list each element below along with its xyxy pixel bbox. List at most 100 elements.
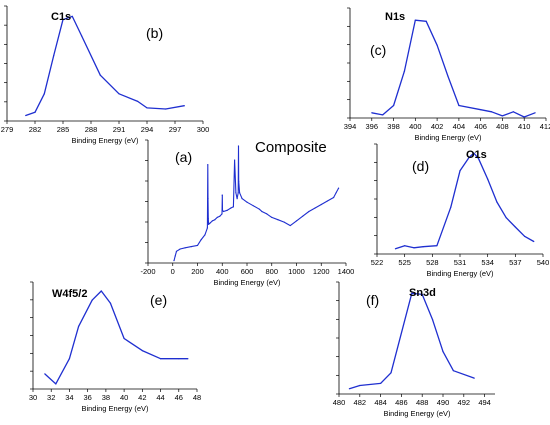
data-point	[221, 213, 223, 215]
panel-title: W4f5/2	[52, 288, 87, 300]
data-point	[178, 358, 180, 360]
data-point	[295, 220, 298, 222]
data-point	[238, 192, 241, 194]
data-point	[165, 108, 167, 110]
x-axis-title: Binding Energy (eV)	[81, 404, 149, 413]
data-point	[208, 223, 210, 225]
panel-letter: (d)	[412, 158, 429, 174]
data-point	[77, 325, 80, 327]
x-tick-label: 400	[216, 267, 229, 276]
data-point	[196, 244, 199, 247]
x-tick-label: 531	[454, 258, 467, 267]
panel-title: Sn3d	[409, 287, 436, 299]
data-point	[308, 210, 310, 213]
x-tick-label: 396	[366, 122, 379, 131]
data-point	[118, 93, 120, 95]
data-point	[359, 384, 361, 387]
x-tick-label: 1200	[313, 267, 330, 276]
data-point	[477, 157, 480, 159]
x-tick-label: 412	[540, 122, 550, 131]
data-point	[137, 100, 139, 102]
x-tick-label: 528	[426, 258, 439, 267]
data-point	[422, 246, 424, 248]
panel-title: N1s	[385, 11, 405, 23]
data-point	[473, 152, 475, 154]
x-tick-label: 486	[395, 398, 408, 407]
data-point	[241, 198, 243, 200]
x-tick-label: 48	[193, 393, 201, 402]
x-tick-label: 291	[113, 125, 126, 134]
data-point	[266, 213, 268, 215]
x-tick-label: 484	[374, 398, 387, 407]
data-point	[487, 178, 489, 180]
x-tick-label: 32	[47, 393, 55, 402]
data-point	[414, 19, 416, 21]
x-tick-label: 600	[241, 267, 254, 276]
data-point	[238, 180, 240, 182]
data-point	[436, 245, 438, 247]
panel-letter: (a)	[175, 149, 192, 165]
data-point	[314, 207, 316, 209]
data-point	[219, 215, 221, 217]
x-tick-label: 44	[156, 393, 164, 402]
x-axis-title: Binding Energy (eV)	[426, 269, 494, 278]
x-axis-title: Binding Energy (eV)	[213, 278, 281, 287]
data-point	[211, 220, 213, 222]
data-point	[326, 200, 329, 202]
data-point	[442, 351, 444, 353]
data-point	[159, 358, 162, 360]
panel-letter: (c)	[370, 42, 386, 58]
data-point	[173, 260, 175, 262]
data-point	[44, 373, 46, 375]
data-point	[501, 115, 504, 117]
x-tick-label: 482	[354, 398, 367, 407]
chart-panel-d: 522 525 528 531 534 537 540 Binding Energy (eV)…	[371, 143, 549, 278]
chart-panel-f: 480 482 484 486 488 490 492 494 Binding Energy (…	[333, 281, 495, 418]
data-point	[425, 20, 427, 22]
data-point	[523, 235, 526, 237]
data-point	[232, 206, 234, 208]
chart-panel-c: 394 396 398 400 402 404 406 408 410 412 Binding En…	[344, 7, 550, 142]
data-point	[447, 75, 449, 77]
series-line	[349, 292, 475, 390]
series-line	[173, 145, 340, 261]
x-tick-label: 402	[431, 122, 444, 131]
x-tick-label: 537	[509, 258, 522, 267]
data-point	[512, 111, 514, 113]
series-line	[395, 152, 535, 250]
x-tick-label: 297	[169, 125, 182, 134]
data-point	[277, 219, 279, 221]
data-point	[234, 159, 236, 161]
data-point	[236, 198, 238, 200]
data-point	[216, 216, 218, 218]
x-tick-label: 522	[371, 258, 384, 267]
data-point	[271, 216, 273, 218]
data-point	[533, 240, 535, 243]
data-point	[432, 319, 434, 321]
data-point	[175, 250, 178, 252]
data-point	[91, 299, 93, 301]
data-point	[55, 383, 57, 385]
x-tick-label: 488	[416, 398, 429, 407]
data-point	[335, 192, 337, 194]
data-point	[43, 93, 45, 95]
data-point	[206, 227, 208, 229]
x-tick-label: 294	[141, 125, 154, 134]
x-tick-label: 46	[175, 393, 183, 402]
x-tick-label: 800	[265, 267, 278, 276]
chart-panel-a: -200 0 200 400 600 800 1000 1200 1400 Binding Ene…	[140, 139, 354, 287]
x-tick-label: 480	[333, 398, 346, 407]
x-tick-label: 279	[1, 125, 14, 134]
x-axis-title: Binding Energy (eV)	[414, 133, 482, 142]
x-tick-label: 38	[102, 393, 110, 402]
x-tick-label: 36	[83, 393, 91, 402]
x-tick-label: 1400	[338, 267, 355, 276]
data-point	[53, 55, 55, 57]
data-point	[183, 105, 185, 107]
data-point	[459, 170, 461, 172]
data-point	[411, 292, 413, 294]
chart-panel-b: 279 282 285 288 291 294 297 300 Binding Energy (…	[1, 5, 209, 145]
x-tick-label: 408	[496, 122, 509, 131]
data-point	[207, 217, 209, 220]
x-tick-label: -200	[140, 267, 155, 276]
